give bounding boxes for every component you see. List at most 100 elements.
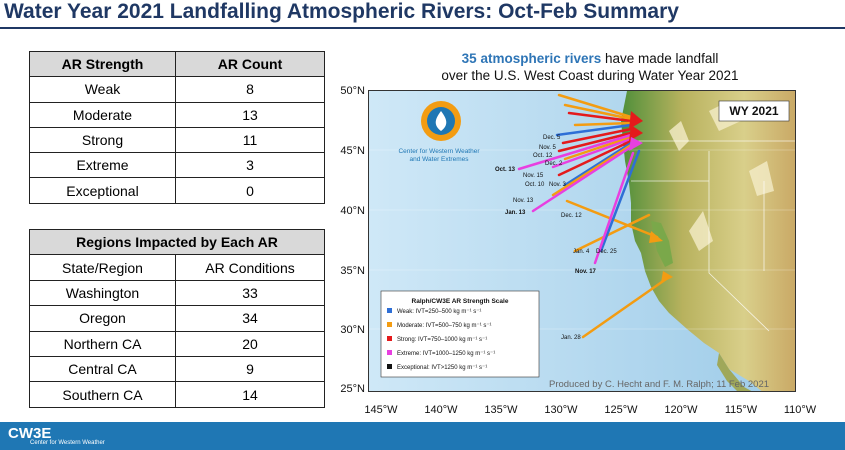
- table-row: Northern CA 20: [29, 330, 325, 357]
- lon-label: 130°W: [544, 404, 578, 416]
- table-title: Regions Impacted by Each AR: [29, 228, 325, 256]
- table-row: Oregon 34: [29, 305, 325, 332]
- table-cell: 8: [175, 76, 325, 103]
- legend-swatch: [387, 336, 392, 341]
- map-canvas: Dec. 5 Nov. 5 Oct. 12 Dec. 2 Oct. 13 Nov…: [369, 91, 795, 391]
- org-name-line1: Center for Western Weather: [398, 148, 480, 155]
- table-row: Central CA 9: [29, 355, 325, 383]
- event-label: Nov. 13: [513, 198, 534, 204]
- legend: Ralph/CW3E AR Strength Scale Weak: IVT=2…: [380, 290, 540, 378]
- lon-label: 135°W: [484, 404, 518, 416]
- lon-label: 145°W: [364, 404, 398, 416]
- event-label: Nov. 17: [575, 269, 597, 275]
- table-row: Washington 33: [29, 279, 325, 307]
- table-row: Moderate 13: [29, 101, 325, 128]
- lon-label: 125°W: [604, 404, 638, 416]
- table-row: Strong 11: [29, 126, 325, 154]
- ar-arrows: [517, 93, 671, 339]
- lon-label: 140°W: [424, 404, 458, 416]
- lat-label: 25°N: [340, 383, 365, 395]
- page-title: Water Year 2021 Landfalling Atmospheric …: [4, 0, 679, 23]
- highlands: [669, 101, 774, 251]
- event-label: Jan. 28: [561, 335, 581, 341]
- table-cell: 3: [175, 152, 325, 179]
- table-cell: Moderate: [29, 101, 176, 128]
- lat-label: 35°N: [340, 265, 365, 277]
- cw3e-logo: Center for Western Weather and Water Ext…: [398, 101, 480, 163]
- regions-table: Regions Impacted by Each AR State/Region…: [29, 228, 325, 408]
- table-row: Exceptional 0: [29, 177, 325, 204]
- event-label: Jan. 13: [505, 210, 526, 216]
- ar-landfall-map: Dec. 5 Nov. 5 Oct. 12 Dec. 2 Oct. 13 Nov…: [368, 90, 796, 392]
- table-cell: 20: [175, 330, 325, 357]
- footer-logo: CW3E Center for Western Weather: [8, 425, 105, 446]
- lon-label: 115°W: [724, 404, 758, 416]
- caption-line1: have made landfall: [601, 51, 719, 66]
- table-cell: 0: [175, 177, 325, 204]
- legend-item: Strong: IVT=750–1000 kg m⁻¹ s⁻¹: [397, 337, 487, 343]
- lat-label: 45°N: [340, 145, 365, 157]
- org-name-line2: and Water Extremes: [409, 156, 469, 163]
- legend-item: Exceptional: IVT>1250 kg m⁻¹ s⁻¹: [397, 365, 487, 371]
- column-header: AR Count: [175, 50, 325, 78]
- table-cell: 34: [175, 305, 325, 332]
- table-cell: Northern CA: [29, 330, 176, 357]
- map-credit: Produced by C. Hecht and F. M. Ralph; 11…: [549, 379, 769, 390]
- event-label: Dec. 25: [596, 249, 617, 255]
- event-label: Oct. 10: [525, 182, 545, 188]
- table-cell: Exceptional: [29, 177, 176, 204]
- table-cell: Central CA: [29, 355, 176, 383]
- lon-label: 120°W: [664, 404, 698, 416]
- table-cell: Weak: [29, 76, 176, 103]
- column-header: State/Region: [29, 254, 176, 281]
- ar-strength-table: AR Strength AR Count Weak 8 Moderate 13 St…: [29, 50, 325, 204]
- lon-label: 110°W: [783, 404, 817, 416]
- table-row: Weak 8: [29, 76, 325, 103]
- lat-label: 40°N: [340, 205, 365, 217]
- caption-highlight: 35 atmospheric rivers: [461, 51, 602, 66]
- legend-item: Moderate: IVT=500–750 kg m⁻¹ s⁻¹: [397, 323, 492, 329]
- legend-item: Weak: IVT=250–500 kg m⁻¹ s⁻¹: [397, 309, 481, 315]
- table-cell: Extreme: [29, 152, 176, 179]
- legend-swatch: [387, 308, 392, 313]
- legend-item: Extreme: IVT=1000–1250 kg m⁻¹ s⁻¹: [397, 351, 495, 357]
- table-cell: 14: [175, 381, 325, 408]
- column-header: AR Strength: [29, 50, 176, 78]
- legend-swatch: [387, 364, 392, 369]
- event-label: Dec. 5: [543, 135, 561, 141]
- column-header: AR Conditions: [175, 254, 325, 281]
- event-label: Nov. 3: [549, 182, 567, 188]
- event-label: Oct. 13: [495, 167, 516, 173]
- title-divider: [0, 27, 845, 29]
- event-labels: Dec. 5 Nov. 5 Oct. 12 Dec. 2 Oct. 13 Nov…: [495, 135, 617, 341]
- table-title-row: Regions Impacted by Each AR: [29, 228, 325, 256]
- event-label: Dec. 12: [561, 213, 582, 219]
- table-cell: Strong: [29, 126, 176, 154]
- map-caption: 35 atmospheric rivers have made landfall…: [340, 50, 840, 84]
- event-label: Oct. 12: [533, 153, 553, 159]
- legend-swatch: [387, 322, 392, 327]
- wy-box: [718, 100, 790, 122]
- table-row: Southern CA 14: [29, 381, 325, 408]
- wy-label: WY 2021: [729, 104, 778, 118]
- footer-logo-text: CW3E: [8, 425, 52, 442]
- legend-title: Ralph/CW3E AR Strength Scale: [412, 298, 509, 305]
- lat-label: 50°N: [340, 85, 365, 97]
- event-label: Dec. 2: [545, 161, 563, 167]
- caption-line2: over the U.S. West Coast during Water Ye…: [441, 68, 739, 83]
- table-row: Extreme 3: [29, 152, 325, 179]
- event-label: Nov. 5: [539, 145, 557, 151]
- baja-peninsula: [717, 353, 752, 391]
- table-cell: 9: [175, 355, 325, 383]
- table-cell: 11: [175, 126, 325, 154]
- table-cell: 33: [175, 279, 325, 307]
- footer-logo-sub: Center for Western Weather: [30, 440, 105, 446]
- table-cell: Oregon: [29, 305, 176, 332]
- event-label: Nov. 15: [523, 173, 544, 179]
- event-label: Jan. 4: [573, 249, 590, 255]
- table-header-row: State/Region AR Conditions: [29, 254, 325, 281]
- table-header-row: AR Strength AR Count: [29, 50, 325, 78]
- legend-swatch: [387, 350, 392, 355]
- water-drop-icon: [435, 111, 447, 131]
- central-valley: [651, 221, 673, 267]
